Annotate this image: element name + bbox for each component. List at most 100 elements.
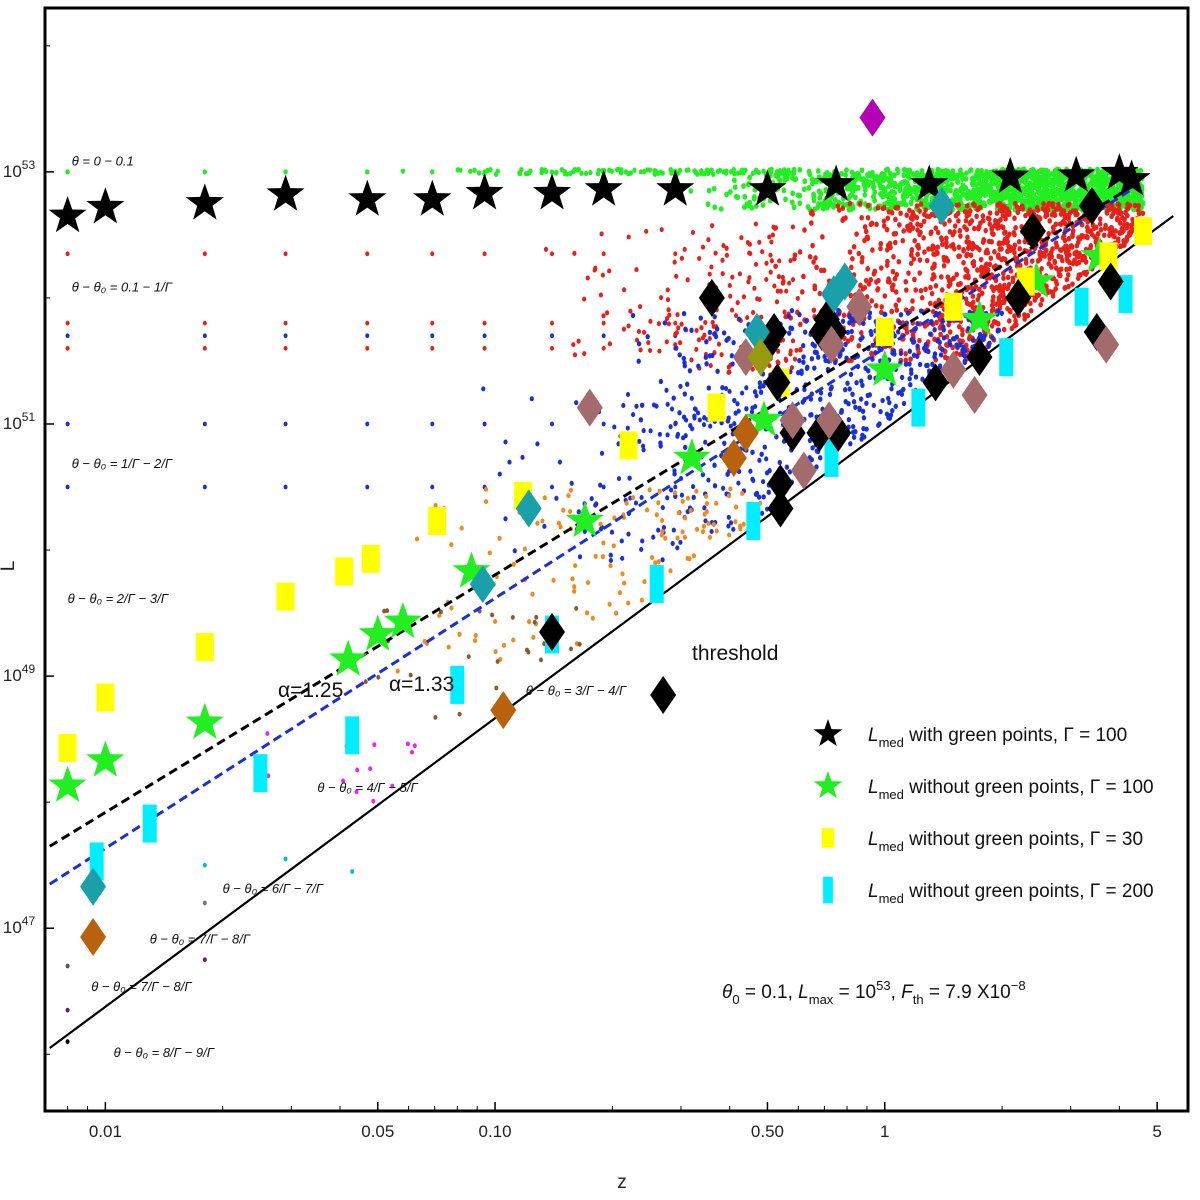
sim-point [848, 371, 854, 378]
sim-point [675, 545, 680, 551]
marker-diamond [767, 464, 794, 503]
marker-rectTall [1074, 287, 1089, 326]
sim-point [1008, 247, 1013, 254]
sim-point [933, 225, 939, 231]
sim-point [626, 600, 631, 606]
sim-point [939, 274, 944, 280]
sim-point [549, 169, 555, 175]
sim-point [657, 431, 663, 437]
sim-point [901, 172, 907, 179]
sim-point [896, 329, 901, 335]
sim-point [408, 672, 413, 678]
sim-point [885, 242, 891, 249]
sim-point [666, 307, 671, 313]
sim-point [759, 451, 764, 457]
sim-point [908, 260, 914, 267]
sim-point [892, 172, 897, 178]
sim-point [878, 408, 883, 415]
sim-point [709, 167, 714, 173]
sim-point [660, 505, 665, 511]
sim-point [65, 345, 70, 351]
sim-point [1091, 182, 1096, 188]
sim-point [918, 222, 924, 229]
sim-point [559, 166, 564, 173]
sim-point [737, 271, 743, 277]
sim-point [887, 399, 892, 406]
sim-point [697, 417, 702, 423]
sim-point [689, 327, 694, 333]
sim-point [954, 202, 959, 208]
sim-point [983, 227, 988, 234]
sim-point [65, 1039, 70, 1045]
sim-point [638, 347, 643, 353]
sim-point [745, 181, 751, 188]
theta-range-label: θ − θ₀ = 2/Γ − 3/Γ [68, 591, 169, 606]
sim-point [809, 412, 814, 418]
sim-point [999, 246, 1004, 252]
sim-point [739, 235, 744, 241]
sim-point [933, 283, 939, 289]
sim-point [438, 609, 443, 615]
sim-point [684, 417, 689, 423]
sim-point [970, 240, 975, 247]
sim-point [749, 205, 755, 211]
sim-point [1058, 211, 1064, 217]
marker-rect [875, 317, 894, 346]
x-tick-label: 0.01 [89, 1122, 122, 1141]
sim-point [702, 171, 707, 177]
sim-point [846, 401, 851, 407]
sim-point [523, 171, 529, 177]
sim-point [924, 202, 930, 209]
sim-point [880, 397, 885, 404]
sim-point [692, 168, 697, 174]
sim-point [1026, 210, 1031, 216]
marker-diamond [732, 338, 759, 377]
sim-point [414, 536, 420, 542]
sim-point [889, 386, 894, 392]
sim-point [466, 654, 471, 659]
sim-point [626, 234, 631, 240]
sim-point [689, 395, 694, 401]
marker-rectTall [999, 338, 1014, 377]
param-text-part: = 0.1, [740, 982, 799, 1003]
sim-point [716, 341, 722, 347]
sim-point [1042, 253, 1047, 259]
sim-point [961, 247, 966, 254]
sim-point [1121, 228, 1126, 234]
sim-point [202, 862, 207, 868]
sim-point [719, 352, 724, 358]
sim-point [700, 244, 706, 250]
sim-point [948, 187, 953, 194]
sim-point [777, 178, 783, 184]
sim-point [1099, 171, 1105, 178]
marker-star [86, 740, 125, 777]
sim-point [858, 336, 863, 342]
param-text-part: = 10 [833, 982, 876, 1003]
sim-point [395, 668, 400, 674]
marker-star [817, 164, 856, 201]
marker-star [672, 438, 711, 475]
sim-point [1098, 185, 1104, 192]
sim-point [898, 210, 903, 216]
sim-point [736, 316, 742, 322]
sim-point [929, 318, 934, 325]
sim-point [975, 167, 980, 174]
sim-point [871, 402, 876, 409]
sim-point [711, 171, 716, 178]
sim-point [1028, 307, 1034, 314]
sim-point [634, 403, 639, 409]
y-tick-label: 1053 [3, 158, 36, 181]
sim-point [707, 335, 712, 342]
sim-point [1078, 272, 1083, 278]
sim-point [753, 221, 759, 227]
sim-point [815, 168, 821, 174]
sim-point [910, 306, 915, 312]
sim-point [801, 342, 806, 349]
sim-point [1095, 175, 1101, 181]
sim-point [876, 422, 881, 428]
sim-point [685, 277, 690, 283]
marker-star [565, 501, 604, 538]
sim-point [860, 382, 865, 388]
sim-point [1014, 256, 1020, 262]
sim-point [907, 376, 912, 382]
